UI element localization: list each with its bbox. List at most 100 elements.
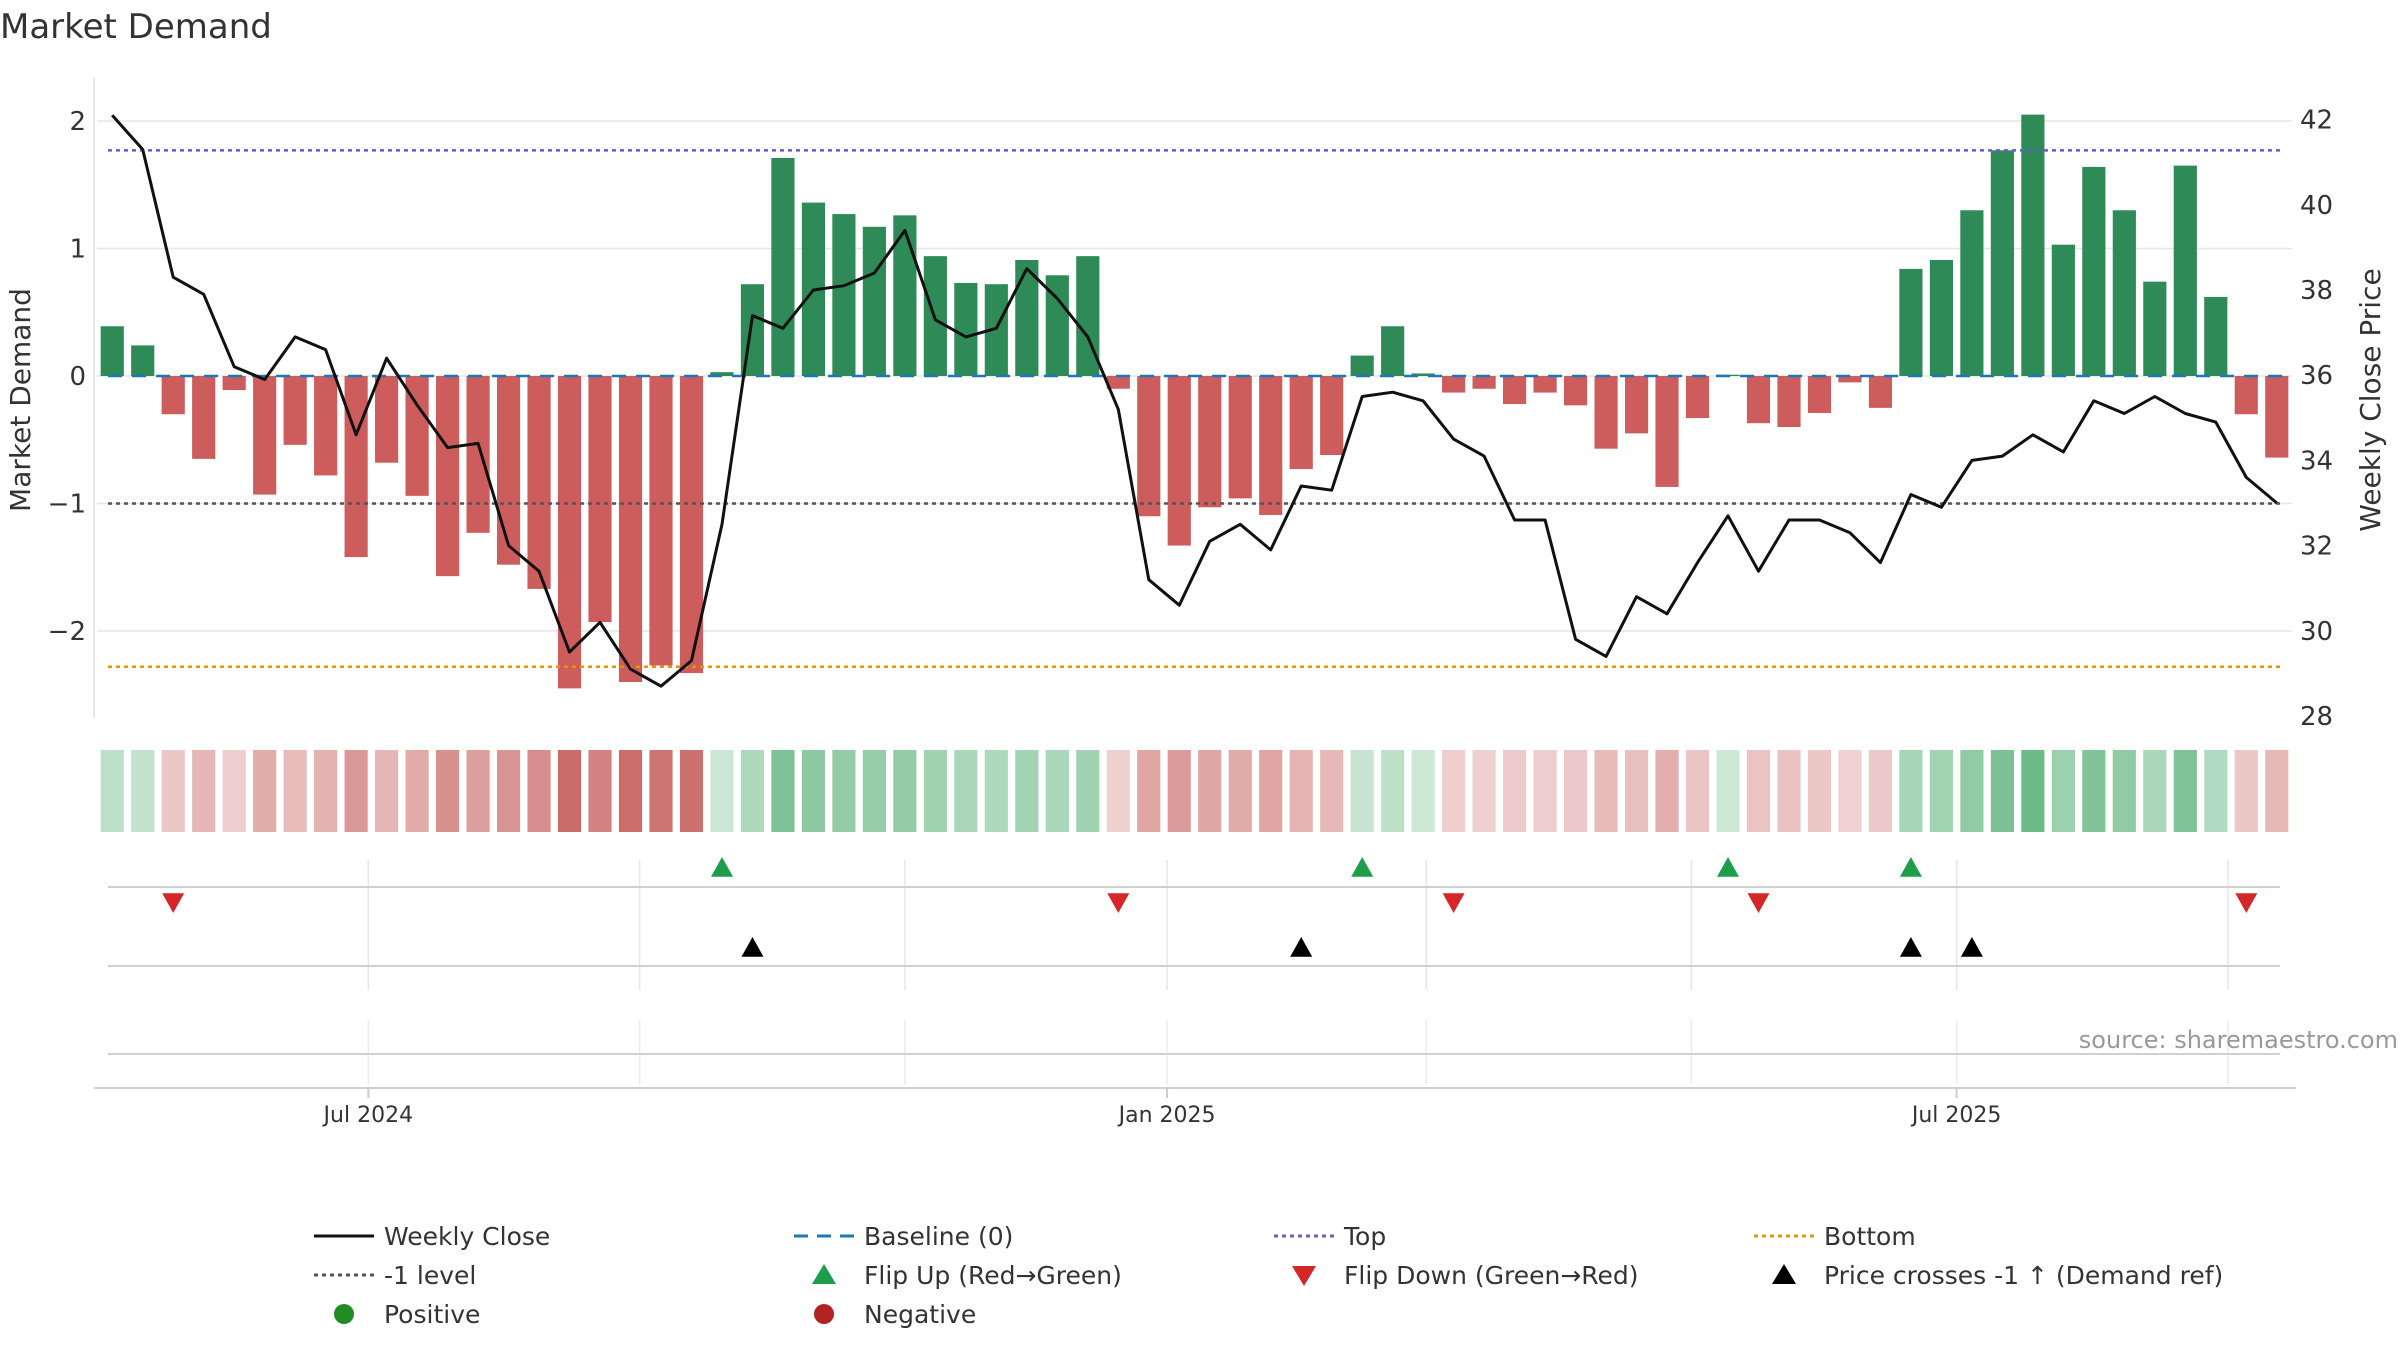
demand-bar bbox=[466, 376, 490, 533]
heat-cell bbox=[2234, 750, 2258, 832]
heat-cell bbox=[2021, 750, 2045, 832]
demand-bar bbox=[1655, 376, 1679, 487]
demand-bar bbox=[1533, 376, 1557, 393]
legend-weekly-close: Weekly Close bbox=[384, 1222, 550, 1251]
flip-down-marker bbox=[162, 893, 185, 913]
heat-cell bbox=[2112, 750, 2136, 832]
demand-bar bbox=[283, 376, 307, 445]
heat-cell bbox=[1777, 750, 1801, 832]
heat-cell bbox=[1137, 750, 1161, 832]
y2-tick-label: 38 bbox=[2300, 276, 2333, 306]
demand-bar bbox=[893, 215, 917, 376]
legend-positive-icon bbox=[334, 1304, 354, 1324]
heat-cell bbox=[801, 750, 826, 832]
heat-cell bbox=[283, 750, 307, 832]
y2-tick-label: 32 bbox=[2300, 532, 2333, 562]
heat-cell bbox=[1320, 750, 1344, 832]
flip-down-marker bbox=[1107, 893, 1130, 913]
demand-bar bbox=[2051, 244, 2075, 376]
y-tick-label: −1 bbox=[48, 490, 86, 520]
demand-bar bbox=[192, 376, 216, 459]
demand-bar bbox=[405, 376, 429, 496]
flip-up-marker bbox=[711, 857, 733, 877]
heat-cell bbox=[1807, 750, 1832, 832]
demand-bar bbox=[1228, 376, 1252, 499]
demand-bar bbox=[862, 226, 886, 376]
heat-cell bbox=[832, 750, 856, 832]
demand-bar bbox=[1563, 376, 1588, 406]
legend-positive: Positive bbox=[384, 1300, 480, 1329]
x-tick-label: Jul 2025 bbox=[1910, 1103, 2002, 1128]
price-cross-marker bbox=[1960, 937, 1983, 957]
heat-cell bbox=[1411, 750, 1435, 832]
heat-cell bbox=[131, 750, 155, 832]
flip-down-marker bbox=[1442, 893, 1465, 913]
heat-cell bbox=[1503, 750, 1527, 832]
demand-bar bbox=[679, 376, 704, 674]
demand-heat-strip bbox=[100, 750, 2289, 832]
demand-bar bbox=[2082, 166, 2106, 376]
demand-bar bbox=[527, 376, 551, 589]
demand-bar bbox=[2173, 165, 2197, 376]
demand-bar bbox=[1167, 376, 1191, 546]
legend-negative-icon bbox=[814, 1304, 834, 1324]
demand-bar bbox=[1929, 259, 1953, 376]
demand-bar bbox=[2204, 296, 2228, 376]
demand-bar bbox=[710, 372, 734, 376]
demand-bar bbox=[2234, 376, 2258, 415]
heat-cell bbox=[161, 750, 185, 832]
heat-cell bbox=[1472, 750, 1496, 832]
heat-cell bbox=[1167, 750, 1191, 832]
heat-cell bbox=[649, 750, 673, 832]
heat-cell bbox=[1563, 750, 1588, 832]
demand-bar bbox=[1899, 268, 1923, 376]
heat-cell bbox=[1045, 750, 1069, 832]
demand-bar bbox=[1503, 376, 1527, 405]
demand-bar bbox=[253, 376, 277, 495]
heat-cell bbox=[923, 750, 947, 832]
heat-cell bbox=[984, 750, 1008, 832]
heat-cell bbox=[1624, 750, 1649, 832]
demand-bar bbox=[1442, 376, 1466, 393]
heat-cell bbox=[618, 750, 643, 832]
demand-bar bbox=[1685, 376, 1710, 419]
legend-flip-down: Flip Down (Green→Red) bbox=[1344, 1261, 1639, 1290]
reference-lines bbox=[108, 149, 2282, 668]
heat-cell bbox=[1381, 750, 1405, 832]
demand-bar bbox=[1198, 376, 1222, 508]
demand-bar bbox=[954, 282, 978, 376]
heat-cell bbox=[679, 750, 704, 832]
legend-baseline: Baseline (0) bbox=[864, 1222, 1013, 1251]
heat-cell bbox=[557, 750, 582, 832]
heat-cell bbox=[1899, 750, 1923, 832]
demand-bar bbox=[771, 157, 795, 376]
demand-bar bbox=[1289, 376, 1313, 470]
flip-up-marker bbox=[1351, 857, 1374, 877]
y2-axis-label: Weekly Close Price bbox=[2354, 268, 2387, 531]
heat-cell bbox=[2082, 750, 2106, 832]
y2-tick-label: 34 bbox=[2300, 446, 2333, 476]
demand-bar bbox=[496, 376, 521, 565]
legend-flip-down-icon bbox=[1292, 1266, 1316, 1286]
demand-bar bbox=[588, 376, 612, 623]
heat-cell bbox=[222, 750, 246, 832]
demand-bar bbox=[1960, 210, 1984, 376]
demand-bar bbox=[1320, 376, 1344, 456]
demand-bar bbox=[1624, 376, 1649, 434]
axes: −2 −1 0 1 2 28 30 32 34 36 38 40 42 Jul 2024 Jan 2025 J… bbox=[48, 78, 2333, 1128]
heat-cell bbox=[1350, 750, 1374, 832]
heat-cell bbox=[1076, 750, 1100, 832]
heat-cell bbox=[2265, 750, 2289, 832]
y2-tick-label: 40 bbox=[2300, 191, 2333, 221]
heat-cell bbox=[1442, 750, 1466, 832]
heat-cell bbox=[588, 750, 612, 832]
demand-bar bbox=[984, 284, 1008, 376]
gridlines bbox=[97, 120, 2292, 1085]
demand-bar bbox=[1868, 376, 1893, 408]
demand-bar bbox=[1381, 326, 1405, 376]
legend-flip-up-icon bbox=[812, 1264, 836, 1284]
demand-bar bbox=[1411, 373, 1435, 376]
heat-cell bbox=[893, 750, 917, 832]
heat-cell bbox=[405, 750, 429, 832]
legend-minus-one: -1 level bbox=[384, 1261, 476, 1290]
